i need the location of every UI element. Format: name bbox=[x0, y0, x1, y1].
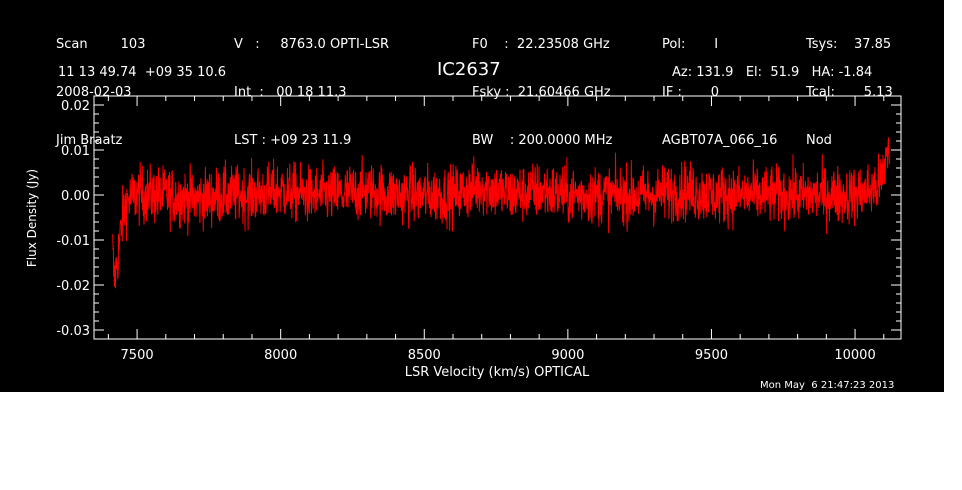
x-tick-label: 7500 bbox=[121, 348, 154, 363]
y-tick-label: 0.00 bbox=[61, 189, 90, 204]
polarization: Pol: I bbox=[662, 37, 719, 52]
spectrum-chart: 7500 8000 8500 9000 9500 10000 -0.03 -0.02 -0.01… bbox=[25, 95, 902, 380]
spectrum-point bbox=[136, 194, 138, 196]
spectrum-point bbox=[127, 198, 130, 201]
source-title: IC2637 bbox=[437, 59, 501, 80]
spectrum-point bbox=[595, 194, 598, 196]
spectrum-point bbox=[877, 185, 879, 187]
spectrum-point bbox=[797, 194, 799, 196]
spectrum-point bbox=[825, 194, 827, 196]
x-tick-label: 10000 bbox=[834, 348, 875, 363]
spectrum-point bbox=[193, 198, 196, 201]
spectrum-point bbox=[509, 194, 512, 196]
y-tick-label: -0.02 bbox=[56, 279, 90, 294]
spectrum-panel: Scan 103 2008-02-03 Jim Braatz V : 8763.… bbox=[0, 0, 944, 392]
spectrum-line bbox=[112, 137, 890, 289]
spectrum-point bbox=[682, 189, 684, 192]
x-tick-label: 9500 bbox=[695, 348, 728, 363]
spectrum-point bbox=[868, 189, 871, 192]
observer-name: Jim Braatz bbox=[56, 133, 123, 148]
y-tick-label: 0.01 bbox=[61, 144, 90, 159]
spectrum-point bbox=[886, 153, 888, 156]
spectrum-point bbox=[251, 194, 253, 196]
spectrum-point bbox=[308, 194, 310, 196]
bandwidth: BW : 200.0000 MHz bbox=[472, 133, 613, 148]
velocity-info: V : 8763.0 OPTI-LSR bbox=[234, 37, 390, 52]
procedure-name: Nod bbox=[806, 133, 832, 148]
y-tick-label: 0.02 bbox=[61, 99, 90, 114]
spectrum-point bbox=[538, 189, 540, 192]
spectrum-point bbox=[112, 248, 114, 250]
y-tick-label: -0.03 bbox=[56, 324, 90, 339]
spectrum-point bbox=[113, 279, 115, 282]
az-el-ha: Az: 131.9 El: 51.9 HA: -1.84 bbox=[672, 65, 873, 80]
y-tick-label: -0.01 bbox=[56, 234, 90, 249]
x-axis-label: LSR Velocity (km/s) OPTICAL bbox=[405, 365, 590, 380]
spectrum-point bbox=[366, 189, 368, 192]
spectrum-point bbox=[394, 194, 397, 196]
header-col-pol: Pol: I IF : 0 AGBT07A_066_16 bbox=[662, 5, 777, 181]
if-number: IF : 0 bbox=[662, 85, 720, 100]
spectrum-point bbox=[124, 203, 127, 205]
plot-frame bbox=[93, 95, 902, 340]
tsys-value: Tsys: 37.85 bbox=[806, 37, 892, 52]
spectrum-point bbox=[854, 194, 856, 196]
spectrum-point bbox=[739, 194, 741, 196]
spectrum-point bbox=[116, 261, 118, 264]
spectrum-point bbox=[710, 194, 713, 196]
rest-frequency: F0 : 22.23508 GHz bbox=[472, 37, 610, 52]
spectrum-point bbox=[888, 140, 891, 142]
header-col-scan: Scan 103 2008-02-03 Jim Braatz bbox=[56, 5, 145, 181]
timestamp: Mon May 6 21:47:23 2013 bbox=[760, 380, 895, 391]
spectrum-point bbox=[624, 194, 626, 196]
y-axis-label: Flux Density (Jy) bbox=[25, 169, 39, 267]
x-tick-label: 8000 bbox=[264, 348, 297, 363]
lst-value: LST : +09 23 11.9 bbox=[234, 133, 352, 148]
x-tick-label: 8500 bbox=[408, 348, 441, 363]
scan-number: Scan 103 bbox=[56, 37, 146, 52]
spectrum-point bbox=[653, 194, 655, 196]
spectrum-point bbox=[122, 216, 124, 219]
x-tick-label: 9000 bbox=[551, 348, 584, 363]
spectrum-point bbox=[222, 194, 224, 196]
spectrum-point bbox=[280, 189, 282, 192]
spectrum-point bbox=[481, 185, 483, 187]
spectrum-point bbox=[119, 239, 121, 241]
spectrum-point bbox=[423, 194, 425, 196]
spectrum-point bbox=[567, 194, 569, 196]
spectrum-point bbox=[452, 194, 454, 196]
spectrum-point bbox=[768, 194, 770, 196]
spectrum-point bbox=[337, 194, 339, 196]
spectrum-point bbox=[883, 171, 885, 174]
source-coordinates: 11 13 49.74 +09 35 10.6 bbox=[58, 65, 227, 80]
project-id: AGBT07A_066_16 bbox=[662, 133, 778, 148]
spectrum-point bbox=[165, 194, 167, 196]
